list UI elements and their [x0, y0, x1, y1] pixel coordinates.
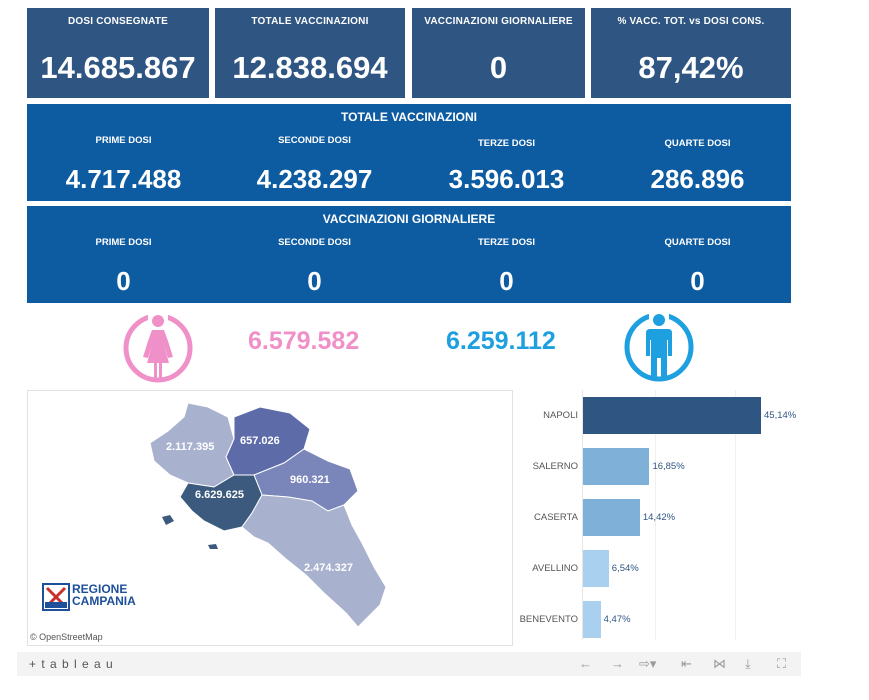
undo-icon[interactable]: ← [579, 656, 592, 671]
cell-label: PRIME DOSI [95, 135, 152, 146]
cell-label: QUARTE DOSI [664, 237, 731, 248]
regione-campania-logo-icon [42, 583, 70, 611]
cell-label: QUARTE DOSI [664, 138, 731, 149]
bar-caserta[interactable] [583, 499, 640, 536]
cell-label: SECONDE DOSI [278, 135, 351, 146]
kpi-value: 87,42% [638, 50, 744, 85]
bar-value-label: 45,14% [764, 409, 797, 421]
cell-value: 0 [499, 266, 514, 296]
kpi-dosi-consegnate: DOSI CONSEGNATE 14.685.867 [27, 8, 209, 98]
bar-category-label: AVELLINO [532, 562, 578, 574]
province-salerno [241, 494, 387, 628]
bar-value-label: 4,47% [603, 613, 631, 625]
download-icon[interactable]: ⤓ [745, 656, 751, 671]
cell-value: 0 [116, 266, 131, 296]
map-shapes [149, 402, 387, 628]
map-label-napoli: 6.629.625 [195, 489, 244, 501]
kpi-label: DOSI CONSEGNATE [67, 16, 169, 27]
cell-value: 0 [690, 266, 705, 296]
female-icon [123, 313, 193, 383]
kpi-value: 14.685.867 [40, 50, 196, 85]
cell-label: TERZE DOSI [477, 138, 535, 149]
map-attribution[interactable]: © OpenStreetMap [30, 632, 103, 642]
cell-value: 286.896 [650, 164, 745, 194]
cell-quarte-dosi: QUARTE DOSI 286.896 [602, 138, 793, 195]
kpi-totale-vaccinazioni: TOTALE VACCINAZIONI 12.838.694 [215, 8, 405, 98]
bar-value-label: 6,54% [611, 562, 639, 574]
tableau-logo[interactable]: + t a b l e a u [29, 657, 114, 671]
male-icon [624, 312, 694, 382]
tableau-toolbar: + t a b l e a u ← → ⇨▾ ⇤ ⋈ ⤓ ⛶ [17, 652, 801, 676]
chart-gridline [655, 390, 656, 640]
cell-value: 4.238.297 [256, 164, 373, 194]
regione-campania-logo: REGIONE CAMPANIA [72, 582, 136, 608]
map-label-caserta: 2.117.395 [166, 441, 215, 453]
bar-value-label: 14,42% [642, 511, 676, 523]
female-count: 6.579.582 [248, 327, 360, 355]
bar-value-label: 16,85% [652, 460, 685, 472]
cell-value: 3.596.013 [448, 164, 565, 194]
male-count: 6.259.112 [446, 327, 556, 355]
cell-value: 0 [307, 266, 322, 296]
bar-category-label: SALERNO [532, 460, 578, 472]
cell-terze-dosi: TERZE DOSI 0 [411, 237, 602, 297]
share-icon[interactable]: ⋈ [713, 656, 726, 671]
panel-title: VACCINAZIONI GIORNALIERE [322, 212, 496, 226]
bar-benevento[interactable] [583, 601, 601, 638]
cell-terze-dosi: TERZE DOSI 3.596.013 [411, 138, 602, 195]
cell-label: PRIME DOSI [95, 237, 152, 248]
redo-icon[interactable]: → [611, 656, 624, 671]
bar-category-label: BENEVENTO [519, 613, 578, 625]
cell-value: 4.717.488 [65, 164, 182, 194]
cell-seconde-dosi: SECONDE DOSI 4.238.297 [219, 135, 410, 195]
cell-prime-dosi: PRIME DOSI 0 [28, 237, 219, 297]
bar-category-label: CASERTA [534, 511, 578, 523]
chart-gridline [735, 390, 736, 640]
kpi-percent-vaccinati: % VACC. TOT. vs DOSI CONS. 87,42% [591, 8, 791, 98]
chart-axis-line [582, 390, 583, 640]
map-label-benevento: 657.026 [240, 435, 280, 447]
bar-napoli[interactable] [583, 397, 761, 434]
kpi-label: % VACC. TOT. vs DOSI CONS. [617, 16, 765, 27]
revert-icon[interactable]: ⇨▾ [639, 656, 657, 671]
panel-vaccinazioni-giornaliere: VACCINAZIONI GIORNALIERE PRIME DOSI 0 SE… [27, 206, 791, 303]
fullscreen-icon[interactable]: ⛶ [777, 656, 787, 671]
map-label-salerno: 2.474.327 [304, 562, 353, 574]
panel-title: TOTALE VACCINAZIONI [341, 110, 477, 124]
bar-category-label: NAPOLI [543, 409, 578, 421]
reset-icon[interactable]: ⇤ [681, 656, 692, 671]
map-label-avellino: 960.321 [290, 474, 330, 486]
cell-prime-dosi: PRIME DOSI 4.717.488 [28, 135, 219, 195]
panel-totale-vaccinazioni: TOTALE VACCINAZIONI PRIME DOSI 4.717.488… [27, 104, 791, 201]
island-capri [208, 544, 218, 549]
cell-seconde-dosi: SECONDE DOSI 0 [219, 237, 410, 297]
kpi-value: 0 [489, 50, 508, 85]
island-ischia [162, 515, 174, 525]
cell-quarte-dosi: QUARTE DOSI 0 [602, 237, 793, 297]
cell-label: SECONDE DOSI [278, 237, 351, 248]
kpi-label: TOTALE VACCINAZIONI [251, 16, 369, 27]
kpi-vaccinazioni-giornaliere: VACCINAZIONI GIORNALIERE 0 [412, 8, 585, 98]
bar-salerno[interactable] [583, 448, 650, 485]
kpi-value: 12.838.694 [232, 50, 388, 85]
bar-avellino[interactable] [583, 550, 609, 587]
cell-label: TERZE DOSI [477, 237, 535, 248]
kpi-label: VACCINAZIONI GIORNALIERE [424, 16, 573, 27]
campania-map[interactable]: 2.117.395 657.026 960.321 6.629.625 2.47… [27, 390, 513, 646]
